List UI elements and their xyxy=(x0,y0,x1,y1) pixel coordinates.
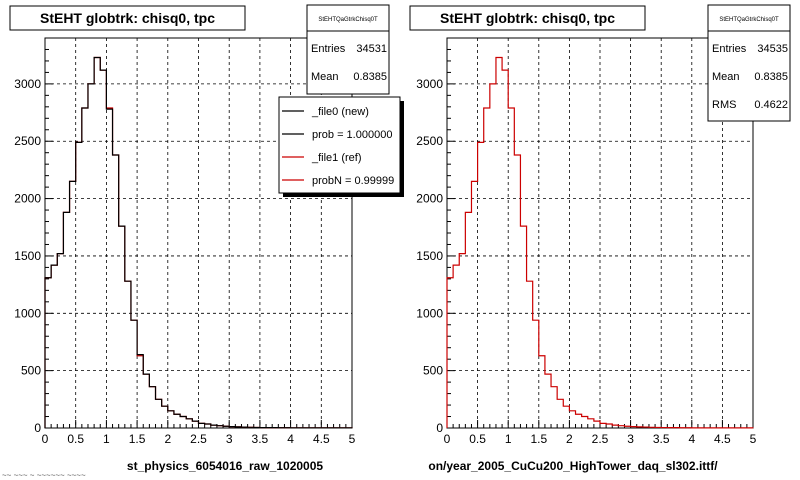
stats-name: StEHTQaGtrkChisq0T xyxy=(318,17,378,23)
stats-box xyxy=(707,4,791,122)
histogram-panel-1: 0 0.5 1 1.5 2 2.5 3 3.5 4 4.5 5 0 500 1000 1500 2000 250… xyxy=(9,4,404,473)
title-box xyxy=(9,5,246,31)
legend-entry: _file1 (ref) xyxy=(311,152,362,164)
y-tick-label: 0 xyxy=(436,421,443,435)
x-tick-label: 3 xyxy=(627,432,634,446)
x-tick-label: 2 xyxy=(566,432,573,446)
x-tick-label: 1.5 xyxy=(530,432,547,446)
x-tick-label: 1.5 xyxy=(129,432,146,446)
y-tick-label: 1500 xyxy=(14,249,41,263)
x-axis-label: on/year_2005_CuCu200_HighTower_daq_sl302… xyxy=(428,459,718,473)
stats-value: 34531 xyxy=(356,43,387,55)
legend-entry: _file0 (new) xyxy=(311,106,369,118)
y-tick-label: 2000 xyxy=(416,192,443,206)
histogram-series-2 xyxy=(44,56,353,429)
x-tick-label: 3.5 xyxy=(252,432,269,446)
stats-label: RMS xyxy=(712,99,736,111)
stats-value: 34535 xyxy=(757,43,788,55)
y-tick-label: 1000 xyxy=(14,306,41,320)
x-tick-label: 2.5 xyxy=(190,432,207,446)
chart-title: StEHT globtrk: chisq0, tpc xyxy=(40,10,215,26)
x-tick-label: 5 xyxy=(349,432,356,446)
y-tick-label: 2500 xyxy=(14,134,41,148)
x-tick-label: 5 xyxy=(750,432,757,446)
x-tick-label: 0.5 xyxy=(469,432,486,446)
y-tick-label: 2500 xyxy=(416,134,443,148)
x-tick-label: 1 xyxy=(103,432,110,446)
stats-value: 0.4622 xyxy=(754,99,788,111)
stats-label: Mean xyxy=(311,71,339,83)
x-tick-label: 4 xyxy=(688,432,695,446)
title-box xyxy=(409,5,646,31)
x-tick-label: 0.5 xyxy=(67,432,84,446)
y-tick-label: 1000 xyxy=(416,306,443,320)
y-tick-label: 500 xyxy=(21,364,41,378)
histogram-panel-2: 0 0.5 1 1.5 2 2.5 3 3.5 4 4.5 5 0 500 1000 1500 2000 250… xyxy=(409,4,791,473)
stats-value: 0.8385 xyxy=(353,71,387,83)
legend-box xyxy=(278,96,401,194)
x-tick-label: 3.5 xyxy=(653,432,670,446)
x-tick-label: 4.5 xyxy=(714,432,731,446)
x-tick-label: 0 xyxy=(42,432,49,446)
x-tick-label: 1 xyxy=(505,432,512,446)
legend-entry: prob = 1.000000 xyxy=(312,129,392,141)
y-tick-label: 1500 xyxy=(416,249,443,263)
histogram-series-1 xyxy=(446,56,754,429)
stats-name: StEHTQaGtrkChisq0T xyxy=(719,17,779,23)
x-tick-label: 3 xyxy=(226,432,233,446)
stats-label: Mean xyxy=(712,71,740,83)
y-tick-label: 2000 xyxy=(14,192,41,206)
stats-box xyxy=(306,4,390,95)
y-tick-label: 3000 xyxy=(14,77,41,91)
x-axis-label: st_physics_6054016_raw_1020005 xyxy=(127,459,323,473)
y-tick-label: 3000 xyxy=(416,77,443,91)
stats-value: 0.8385 xyxy=(754,71,788,83)
y-tick-label: 500 xyxy=(423,364,443,378)
y-tick-label: 0 xyxy=(34,421,41,435)
x-tick-label: 4.5 xyxy=(313,432,330,446)
x-tick-label: 2 xyxy=(164,432,171,446)
x-tick-label: 4 xyxy=(287,432,294,446)
stats-label: Entries xyxy=(311,43,346,55)
stats-label: Entries xyxy=(712,43,747,55)
legend-entry: probN = 0.99999 xyxy=(312,175,394,187)
footer-text: ~~ ~~~ ~ ~~~~~~ ~~~~ xyxy=(2,471,86,480)
chart-title: StEHT globtrk: chisq0, tpc xyxy=(440,10,615,26)
x-tick-label: 0 xyxy=(444,432,451,446)
x-tick-label: 2.5 xyxy=(592,432,609,446)
